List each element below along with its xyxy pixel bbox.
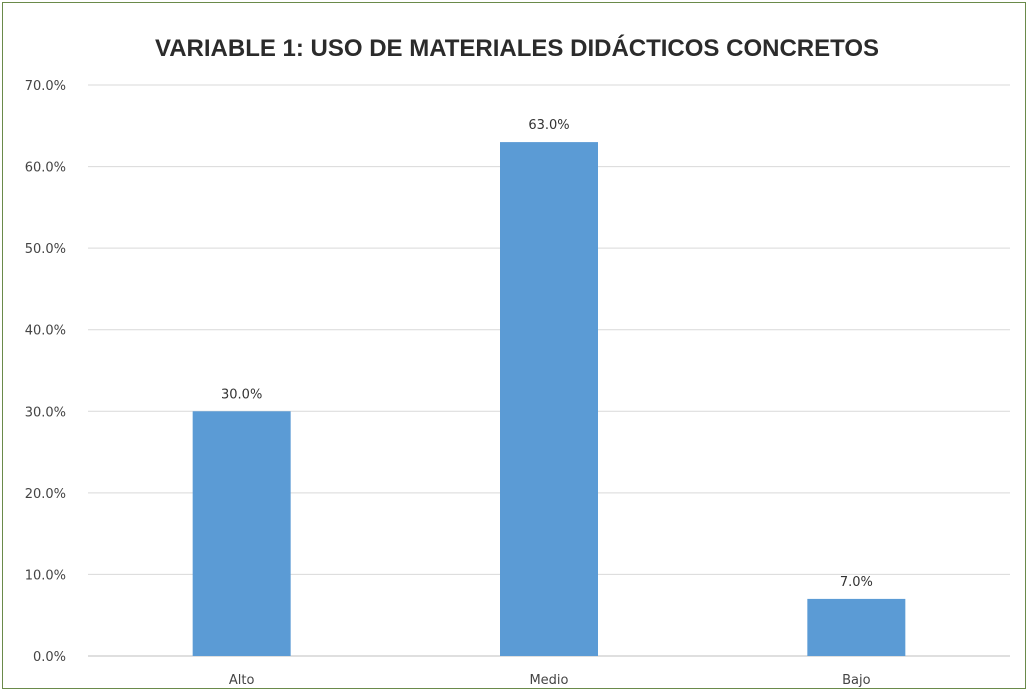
y-tick-label: 10.0% [25,568,66,583]
x-tick-label: Alto [229,673,255,688]
chart-title: VARIABLE 1: USO DE MATERIALES DIDÁCTICOS… [155,34,879,62]
y-tick-label: 50.0% [25,242,66,257]
y-tick-label: 0.0% [33,650,66,665]
bar-bajo [807,598,906,656]
bar-medio [500,142,598,657]
data-label: 30.0% [221,387,262,402]
data-label: 7.0% [840,575,873,590]
bars [192,142,906,657]
y-tick-label: 70.0% [25,79,66,94]
x-tick-label: Medio [529,673,568,688]
data-labels: 30.0% 63.0% 7.0% [221,118,873,590]
y-axis-ticks: 0.0% 10.0% 20.0% 30.0% 40.0% 50.0% 60.0% 70.0% [25,79,66,665]
x-axis-ticks: Alto Medio Bajo [229,673,871,688]
bar-alto [192,411,291,656]
y-tick-label: 30.0% [25,405,66,420]
y-tick-label: 60.0% [25,161,66,176]
y-tick-label: 40.0% [25,324,66,339]
x-tick-label: Bajo [842,673,870,688]
data-label: 63.0% [528,118,569,133]
y-tick-label: 20.0% [25,487,66,502]
